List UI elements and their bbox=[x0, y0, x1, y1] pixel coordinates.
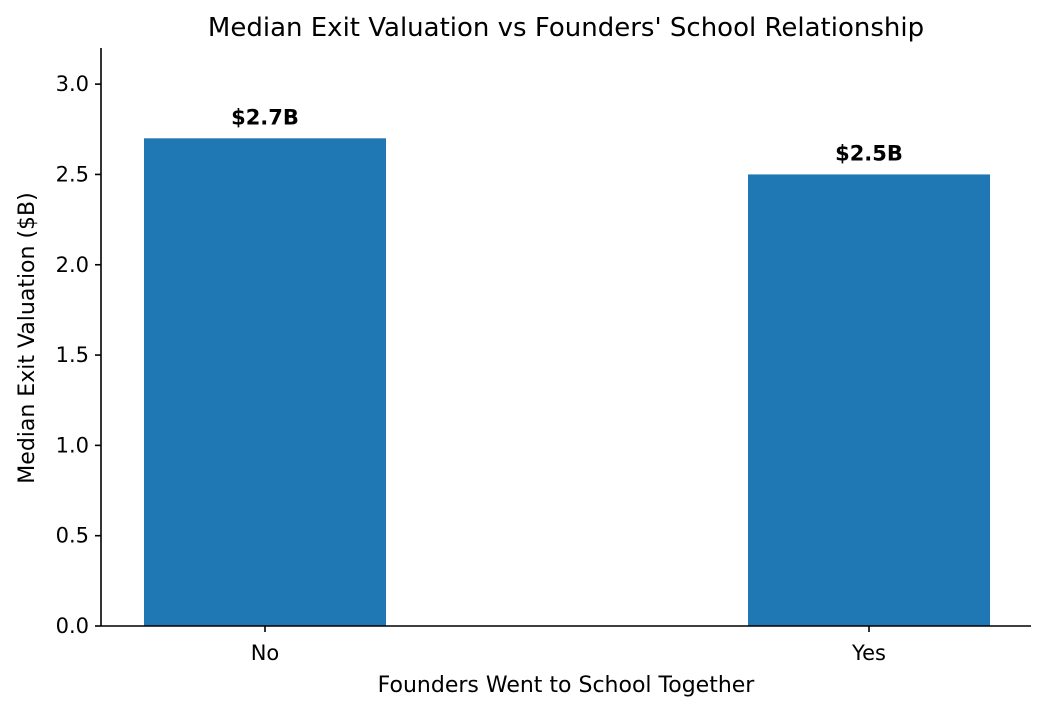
y-tick-label: 2.5 bbox=[56, 162, 89, 186]
y-tick-label: 1.5 bbox=[56, 343, 89, 367]
data-label-no: $2.7B bbox=[231, 105, 299, 129]
y-axis-label: Median Exit Valuation ($B) bbox=[15, 192, 40, 483]
plot-area: $2.7B No $2.5B Yes 0.0 0.5 1.0 1.5 2.0 2.5 3.0 bbox=[56, 48, 1031, 665]
x-axis-label: Founders Went to School Together bbox=[378, 673, 756, 698]
data-label-yes: $2.5B bbox=[835, 141, 903, 165]
x-tick-label-yes: Yes bbox=[851, 641, 886, 665]
y-tick-label: 3.0 bbox=[56, 72, 89, 96]
bar-yes bbox=[748, 174, 990, 626]
y-tick-label: 0.0 bbox=[56, 614, 89, 638]
bar-no bbox=[144, 138, 386, 626]
chart-title: Median Exit Valuation vs Founders' Schoo… bbox=[208, 13, 924, 43]
y-tick-label: 0.5 bbox=[56, 524, 89, 548]
y-tick-label: 2.0 bbox=[56, 253, 89, 277]
y-tick-label: 1.0 bbox=[56, 433, 89, 457]
x-tick-label-no: No bbox=[251, 641, 280, 665]
